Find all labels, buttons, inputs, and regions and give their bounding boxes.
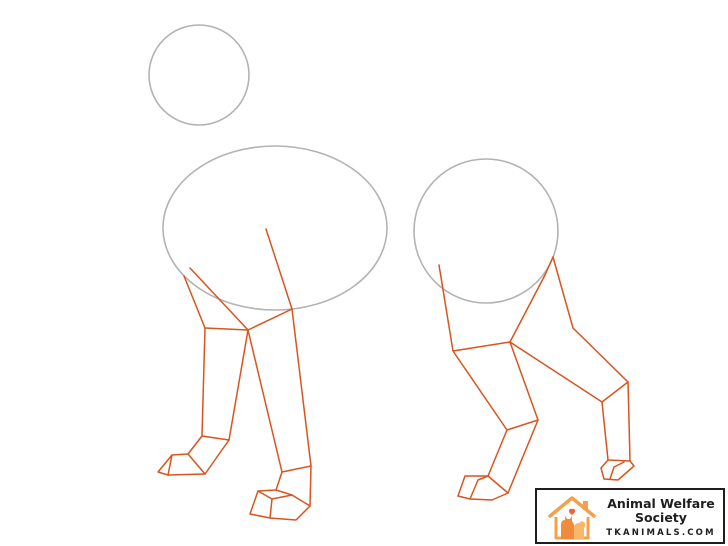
watermark-title: Animal Welfare Society (599, 497, 723, 525)
watermark-url: TKANIMALS.COM (606, 528, 716, 538)
head-circle (148, 24, 250, 126)
watermark-title-line1: Animal Welfare (607, 496, 715, 511)
hind-right-leg (509, 256, 635, 481)
hip-circle (413, 158, 559, 304)
chest-oval (162, 145, 388, 311)
front-right-leg (247, 228, 312, 521)
hind-left-leg (438, 264, 539, 501)
house-cat-dog-icon (548, 496, 596, 540)
watermark-title-line2: Society (635, 510, 687, 525)
watermark-logo: Animal Welfare Society TKANIMALS.COM (535, 488, 725, 544)
front-left-leg (157, 267, 249, 476)
